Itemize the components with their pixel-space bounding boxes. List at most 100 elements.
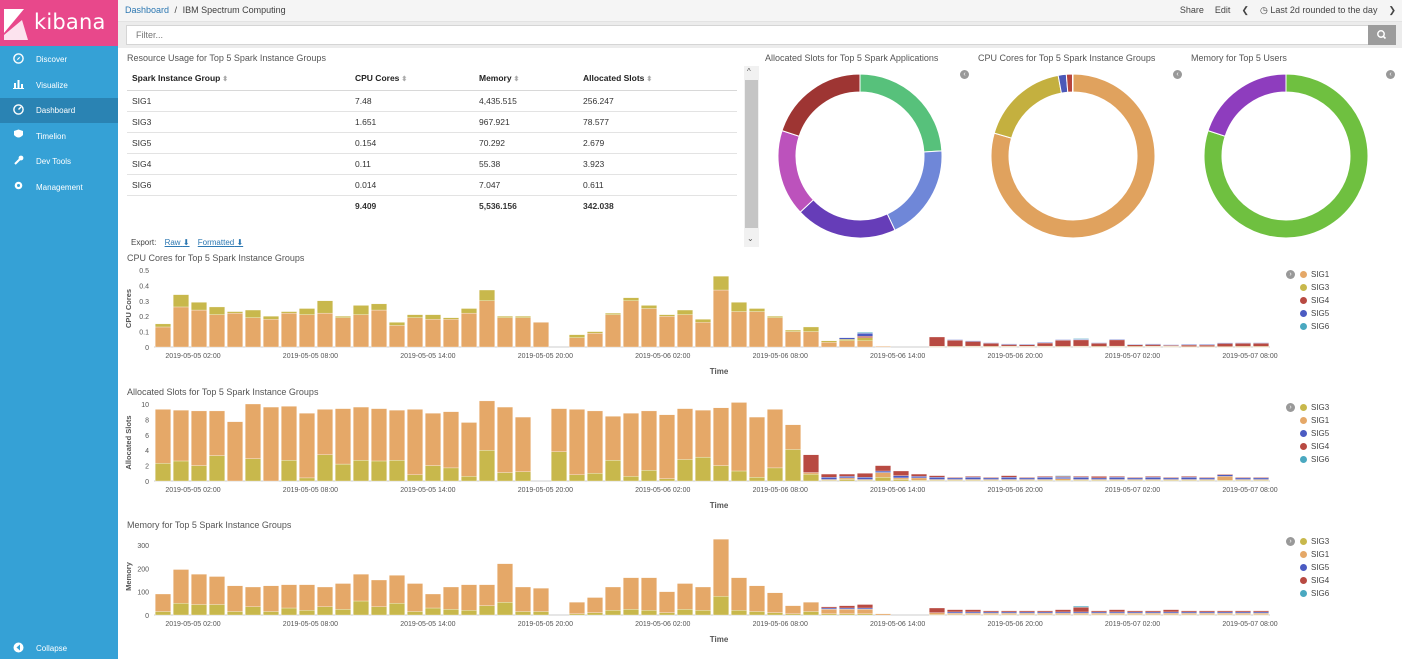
bar-segment-sig4[interactable]	[1199, 610, 1215, 613]
bar-segment-sig1[interactable]	[1091, 612, 1107, 615]
bar-segment-sig1[interactable]	[785, 331, 801, 348]
bar-segment-sig1[interactable]	[605, 416, 621, 461]
time-next-icon[interactable]: ❯	[1388, 5, 1396, 15]
bar-segment-sig1[interactable]	[1199, 612, 1215, 615]
bar-segment-sig1[interactable]	[425, 319, 441, 348]
bar-segment-sig1[interactable]	[947, 612, 963, 615]
bar-segment-sig3[interactable]	[731, 470, 747, 482]
bar-segment-sig3[interactable]	[569, 334, 585, 338]
bar-segment-sig3[interactable]	[155, 463, 171, 482]
bar-segment-sig1[interactable]	[911, 477, 927, 481]
bar-segment-sig4[interactable]	[1199, 477, 1215, 479]
bar-segment-sig1[interactable]	[749, 311, 765, 348]
bar-segment-sig1[interactable]	[353, 314, 369, 348]
bar-segment-sig3[interactable]	[623, 609, 639, 616]
bar-segment-sig3[interactable]	[497, 602, 513, 616]
bar-segment-sig3[interactable]	[425, 314, 441, 320]
bar-segment-sig3[interactable]	[461, 610, 477, 616]
bar-segment-sig3[interactable]	[767, 316, 783, 318]
bar-segment-sig4[interactable]	[1145, 344, 1161, 347]
sort-icon[interactable]: ⬍	[399, 75, 408, 83]
bar-segment-sig3[interactable]	[371, 460, 387, 482]
bar-segment-sig1[interactable]	[515, 416, 531, 472]
bar-segment-sig4[interactable]	[1091, 610, 1107, 613]
search-button[interactable]	[1368, 25, 1396, 45]
column-header[interactable]: Memory ⬍	[474, 66, 578, 91]
bar-segment-sig1[interactable]	[1055, 612, 1071, 615]
donut-slice[interactable]	[799, 199, 896, 238]
bar-segment-sig4[interactable]	[947, 340, 963, 347]
bar-segment-sig3[interactable]	[245, 606, 261, 616]
bar-segment-sig3[interactable]	[587, 612, 603, 616]
bar-segment-sig1[interactable]	[227, 585, 243, 612]
bar-segment-sig1[interactable]	[263, 319, 279, 348]
filter-input[interactable]	[126, 25, 1369, 45]
donut-slice[interactable]	[993, 74, 1062, 139]
bar-segment-sig1[interactable]	[605, 586, 621, 611]
legend-item[interactable]: SIG4	[1300, 440, 1329, 453]
bar-segment-sig5[interactable]	[1055, 611, 1071, 614]
column-header[interactable]: Allocated Slots ⬍	[578, 66, 737, 91]
bar-segment-sig1[interactable]	[353, 574, 369, 602]
bar-segment-sig1[interactable]	[839, 609, 855, 614]
bar-segment-sig1[interactable]	[695, 586, 711, 611]
bar-segment-sig3[interactable]	[515, 471, 531, 482]
bar-segment-sig1[interactable]	[479, 584, 495, 606]
bar-segment-sig3[interactable]	[209, 306, 225, 315]
bar-segment-sig5[interactable]	[821, 607, 837, 610]
bar-segment-sig5[interactable]	[1019, 611, 1035, 614]
breadcrumb-dashboard-link[interactable]: Dashboard	[125, 5, 170, 15]
bar-segment-sig5[interactable]	[965, 477, 981, 480]
legend-item[interactable]: SIG5	[1300, 307, 1329, 320]
legend-toggle-icon[interactable]: ›	[1286, 537, 1295, 546]
bar-segment-sig3[interactable]	[227, 311, 243, 314]
bar-segment-sig3[interactable]	[263, 316, 279, 320]
bar-segment-sig3[interactable]	[803, 611, 819, 616]
bar-segment-sig1[interactable]	[749, 416, 765, 478]
bar-segment-sig3[interactable]	[713, 276, 729, 291]
bar-segment-sig3[interactable]	[479, 450, 495, 482]
bar-segment-sig3[interactable]	[497, 316, 513, 318]
bar-segment-sig3[interactable]	[803, 473, 819, 482]
bar-segment-sig5[interactable]	[1235, 611, 1251, 614]
bar-segment-sig4[interactable]	[1181, 476, 1197, 478]
bar-segment-sig1[interactable]	[677, 314, 693, 348]
bar-segment-sig3[interactable]	[263, 611, 279, 616]
column-header[interactable]: Spark Instance Group ⬍	[127, 66, 350, 91]
legend-item[interactable]: SIG1	[1300, 414, 1329, 427]
donut-slice[interactable]	[781, 74, 861, 137]
bar-segment-sig1[interactable]	[263, 406, 279, 482]
bar-segment-sig3[interactable]	[623, 297, 639, 301]
collapse-button[interactable]: Collapse	[0, 636, 118, 661]
bar-segment-sig5[interactable]	[1253, 477, 1269, 480]
bar-segment-sig3[interactable]	[641, 305, 657, 309]
bar-segment-sig4[interactable]	[821, 473, 837, 478]
legend-toggle-icon[interactable]: ‹	[960, 70, 969, 79]
bar-segment-sig4[interactable]	[1253, 610, 1269, 613]
bar-segment-sig3[interactable]	[569, 474, 585, 482]
bar-segment-sig3[interactable]	[443, 467, 459, 482]
bar-segment-sig1[interactable]	[191, 410, 207, 466]
bar-segment-sig3[interactable]	[659, 314, 675, 317]
legend-item[interactable]: SIG5	[1300, 427, 1329, 440]
bar-segment-sig3[interactable]	[677, 309, 693, 315]
bar-segment-sig1[interactable]	[713, 289, 729, 348]
bar-segment-sig4[interactable]	[1235, 343, 1251, 347]
bar-segment-sig4[interactable]	[875, 465, 891, 472]
bar-segment-sig1[interactable]	[515, 586, 531, 612]
bar-segment-sig4[interactable]	[947, 609, 963, 613]
bar-segment-sig5[interactable]	[1109, 611, 1125, 614]
bar-segment-sig3[interactable]	[425, 607, 441, 616]
bar-segment-sig4[interactable]	[1109, 609, 1125, 613]
bar-segment-sig5[interactable]	[1037, 477, 1053, 480]
bar-segment-sig1[interactable]	[281, 312, 297, 348]
sort-icon[interactable]: ⬍	[511, 75, 520, 83]
bar-segment-sig1[interactable]	[875, 613, 891, 616]
donut-slice[interactable]	[859, 74, 942, 153]
bar-segment-sig6[interactable]	[1055, 475, 1071, 477]
bar-segment-sig1[interactable]	[389, 410, 405, 461]
bar-segment-sig3[interactable]	[353, 305, 369, 315]
bar-segment-sig4[interactable]	[1001, 475, 1017, 478]
bar-segment-sig1[interactable]	[209, 314, 225, 348]
bar-segment-sig3[interactable]	[875, 477, 891, 482]
